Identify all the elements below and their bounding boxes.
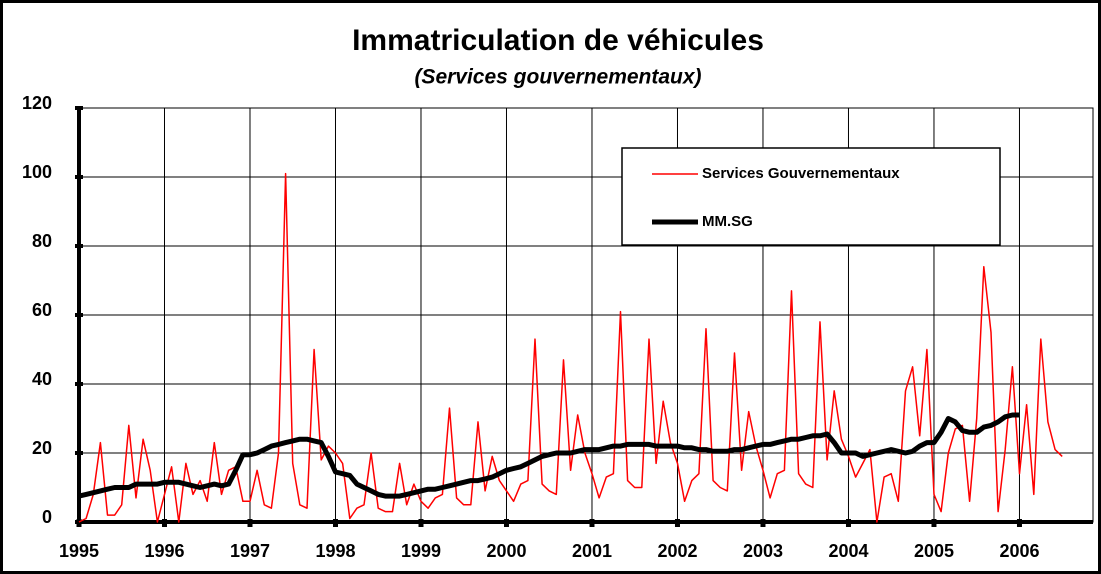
y-tick-label: 0 bbox=[42, 507, 52, 527]
legend-label: Services Gouvernementaux bbox=[702, 165, 900, 182]
y-tick-label: 20 bbox=[32, 438, 52, 458]
x-tick-label: 1995 bbox=[59, 541, 99, 561]
x-tick-label: 2001 bbox=[572, 541, 612, 561]
y-tick-label: 100 bbox=[22, 162, 52, 182]
x-tick-label: 2003 bbox=[743, 541, 783, 561]
x-tick-label: 2002 bbox=[657, 541, 697, 561]
x-tick-label: 2006 bbox=[999, 541, 1039, 561]
x-tick-label: 2000 bbox=[486, 541, 526, 561]
y-tick-label: 80 bbox=[32, 231, 52, 251]
data-line bbox=[78, 412, 1020, 499]
legend-box bbox=[621, 147, 1001, 246]
data-line bbox=[78, 172, 1063, 523]
x-tick-label: 1999 bbox=[401, 541, 441, 561]
x-tick-label: 1996 bbox=[144, 541, 184, 561]
legend-label: MM.SG bbox=[702, 213, 753, 230]
chart-title: Immatriculation de véhicules bbox=[352, 24, 764, 57]
x-tick-label: 2004 bbox=[828, 541, 868, 561]
y-tick-label: 120 bbox=[22, 93, 52, 113]
x-tick-label: 1997 bbox=[230, 541, 270, 561]
x-tick-label: 2005 bbox=[914, 541, 954, 561]
y-tick-label: 60 bbox=[32, 300, 52, 320]
x-tick-label: 1998 bbox=[315, 541, 355, 561]
y-tick-label: 40 bbox=[32, 369, 52, 389]
chart-subtitle: (Services gouvernementaux) bbox=[414, 66, 701, 89]
